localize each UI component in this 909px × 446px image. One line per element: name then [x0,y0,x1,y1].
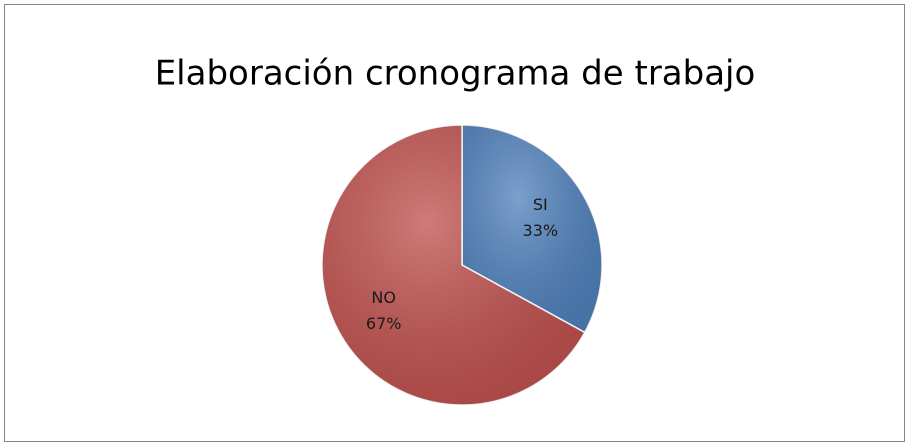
slice-value-label: 33% [523,221,559,240]
slice-category-label: SI [533,195,548,214]
slice-category-label: NO [371,288,396,307]
chart-title: Elaboración cronograma de trabajo [155,54,756,94]
slice-value-label: 67% [366,314,402,333]
